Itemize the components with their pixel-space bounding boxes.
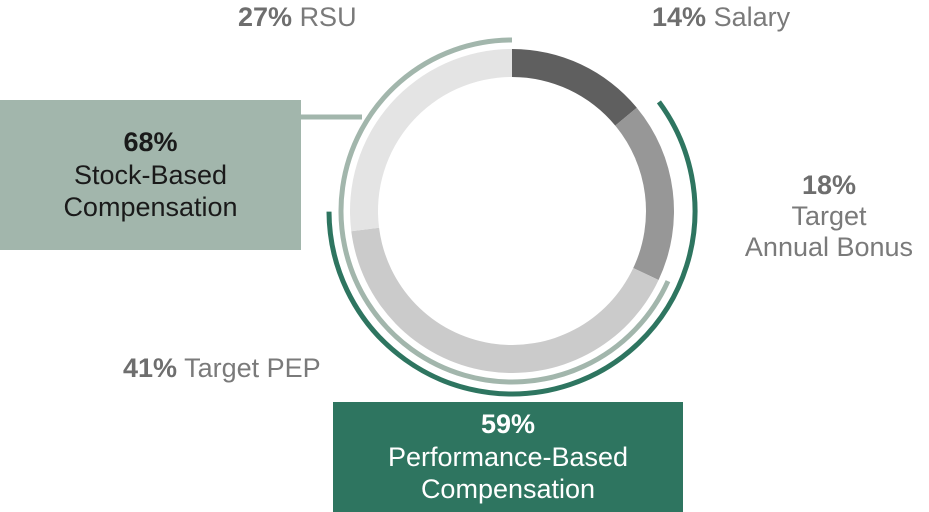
slice-name-target-annual-bonus-line2: Annual Bonus [744, 232, 914, 263]
slice-pct-target-annual-bonus: 18% [801, 170, 857, 200]
slice-label-salary: 14% Salary [652, 2, 790, 33]
slice-pct-salary: 14% [652, 2, 707, 32]
slice-pct-target-pep: 41% [123, 353, 178, 383]
slice-name-salary: Salary [713, 2, 791, 32]
slice-label-target-annual-bonus: 18% Target Annual Bonus [730, 170, 928, 263]
stock-based-pct: 68% [123, 127, 178, 158]
slice-name-rsu: RSU [299, 2, 357, 32]
slice-target-pep [351, 227, 659, 374]
performance-based-bracket-arc [326, 100, 698, 397]
slice-name-target-annual-bonus-line1: Target [791, 201, 867, 232]
slice-pct-rsu: 27% [238, 2, 293, 32]
slice-label-rsu: 27% RSU [238, 2, 357, 33]
slice-target-annual-bonus [615, 107, 674, 280]
slice-rsu [349, 49, 512, 232]
performance-based-label-line1: Performance-Based [387, 441, 629, 472]
stock-based-bracket-arc [338, 37, 671, 385]
performance-based-compensation-box: 59% Performance-Based Compensation [333, 402, 683, 512]
slice-label-target-pep: 41% Target PEP [123, 353, 321, 384]
performance-based-pct: 59% [480, 409, 536, 440]
performance-based-label-line2: Compensation [420, 474, 596, 505]
stock-based-label-line1: Stock-Based [73, 159, 228, 190]
slice-salary [512, 49, 637, 126]
stock-based-compensation-box: 68% Stock-Based Compensation [0, 100, 301, 250]
stock-based-label-line2: Compensation [63, 192, 238, 223]
slice-name-target-pep: Target PEP [184, 353, 321, 383]
